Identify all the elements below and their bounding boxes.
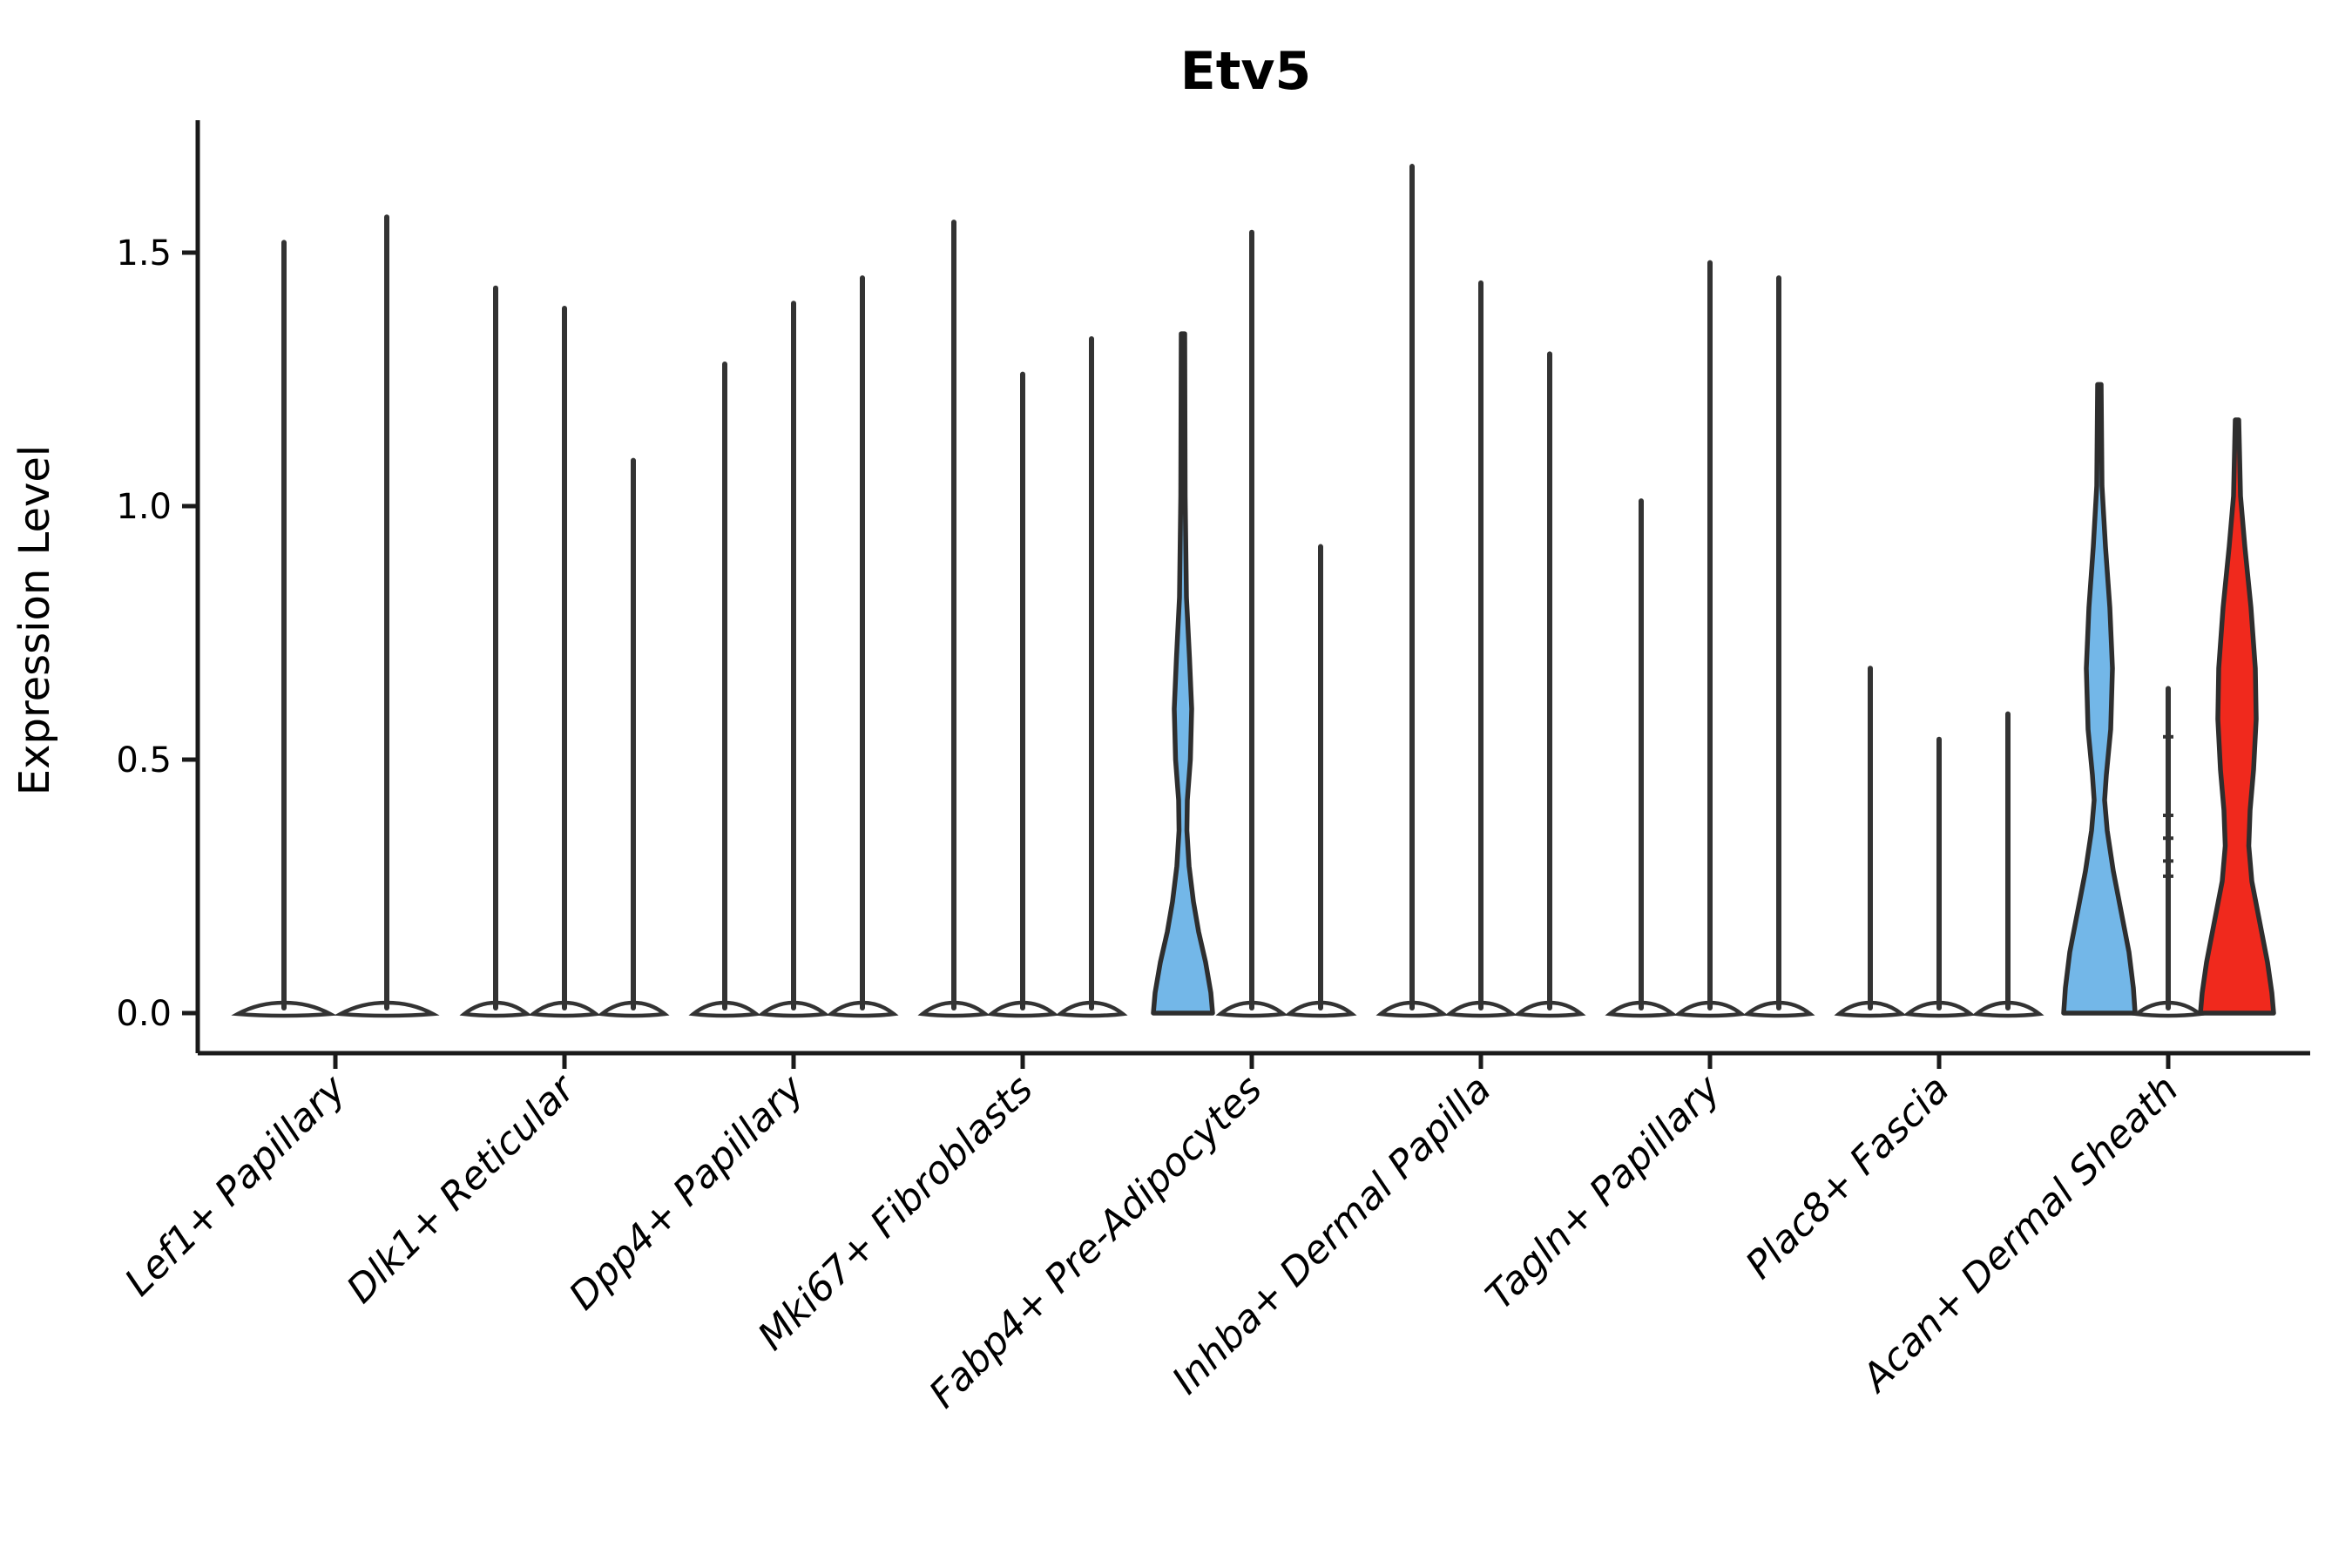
violin-filled	[2061, 382, 2138, 1016]
y-tick-label: 0.5	[116, 740, 172, 781]
y-tick-label: 0.0	[116, 994, 172, 1034]
x-tick-label: Dpp4+ Papillary	[561, 1066, 814, 1319]
x-tick-label: Tagln+ Papillary	[1477, 1066, 1729, 1318]
y-tick-label: 1.0	[116, 487, 172, 527]
x-tick-label: Dlk1+ Reticular	[338, 1065, 585, 1312]
violin-filled	[1151, 331, 1215, 1016]
x-tick-label: Plac8+ Fascia	[1737, 1067, 1957, 1288]
expression-dot	[2163, 859, 2173, 863]
y-tick-label: 1.5	[116, 233, 172, 274]
violin-filled	[2198, 417, 2276, 1016]
expression-dot	[2163, 734, 2173, 739]
chart-title: Etv5	[1180, 41, 1312, 102]
x-tick-label: Lef1+ Papillary	[117, 1066, 355, 1305]
expression-dot	[2163, 836, 2173, 841]
y-axis-label: Expression Level	[10, 445, 59, 796]
expression-dot	[2163, 874, 2173, 878]
expression-dot	[2163, 814, 2173, 818]
